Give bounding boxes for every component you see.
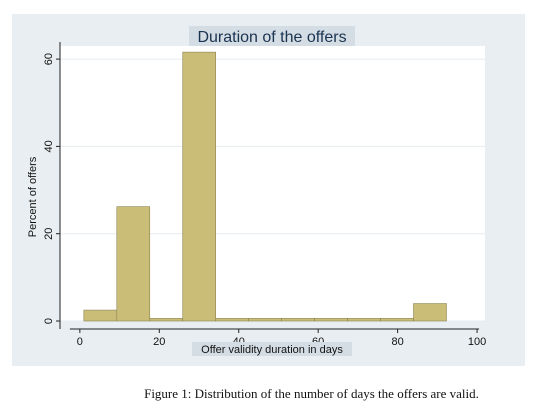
- histogram-bar: [281, 318, 315, 322]
- histogram-bar: [83, 309, 118, 322]
- title-box: [189, 26, 355, 46]
- x-tick-label: 100: [468, 336, 486, 348]
- figure-caption: Figure 1: Distribution of the number of …: [144, 386, 479, 401]
- y-axis-title: Percent of offers: [27, 156, 39, 237]
- y-tick-label: 20: [43, 228, 55, 240]
- bars: [83, 51, 447, 322]
- x-tick-label: 0: [77, 336, 83, 348]
- histogram-bar: [347, 318, 381, 322]
- histogram-bar: [116, 206, 151, 322]
- y-ticks: 0 20 40 60: [43, 53, 60, 324]
- histogram-bar: [215, 318, 249, 322]
- y-tick-label: 0: [43, 318, 55, 324]
- x-tick-label: 80: [391, 336, 403, 348]
- histogram-bar: [248, 318, 282, 322]
- y-tick-label: 60: [43, 53, 55, 65]
- histogram-bar: [314, 318, 348, 322]
- figure: 0 20 40 60 80 100 0 20 40 60 Duration of the off…: [12, 14, 525, 366]
- histogram-bar: [149, 318, 184, 322]
- x-tick-label: 20: [153, 336, 165, 348]
- x-axis-title-box: [192, 342, 352, 356]
- y-tick-label: 40: [43, 140, 55, 152]
- chart-title: Duration of the offers: [197, 29, 346, 46]
- histogram-bar: [380, 318, 414, 322]
- x-axis-title: Offer validity duration in days: [201, 344, 343, 356]
- histogram-chart: 0 20 40 60 80 100 0 20 40 60 Duration of the off…: [27, 26, 486, 356]
- axes: [59, 42, 480, 330]
- histogram-bar: [413, 303, 447, 322]
- histogram-bar: [182, 51, 217, 322]
